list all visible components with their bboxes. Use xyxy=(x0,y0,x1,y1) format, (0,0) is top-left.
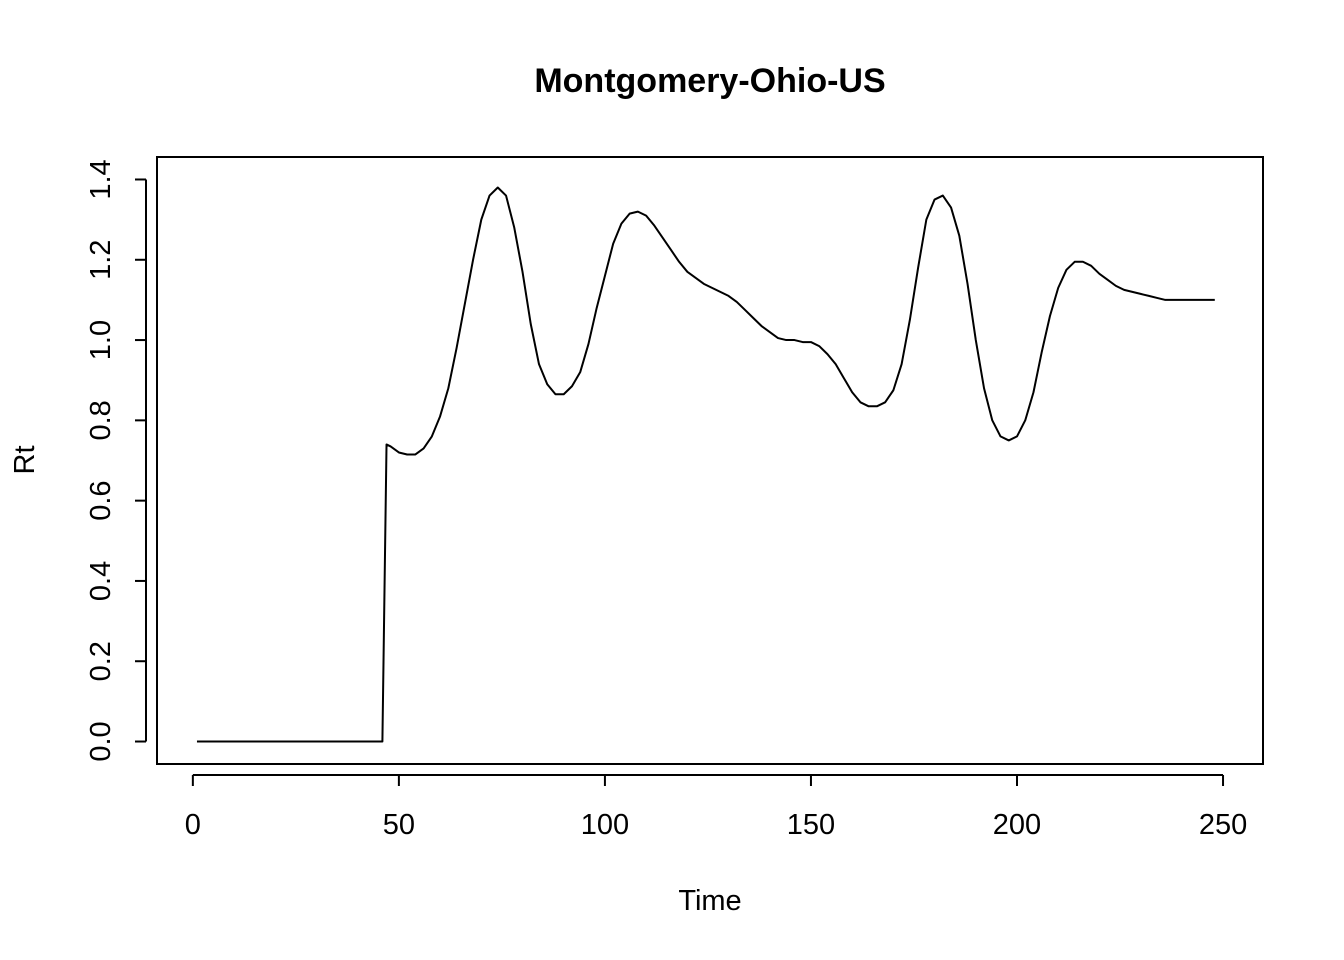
y-tick-label: 1.4 xyxy=(85,159,117,199)
chart-title: Montgomery-Ohio-US xyxy=(534,62,885,100)
x-tick-label: 250 xyxy=(1199,809,1247,841)
x-tick-label: 100 xyxy=(581,809,629,841)
plot-frame xyxy=(156,156,1264,765)
rt-series-line xyxy=(196,186,1215,743)
y-tick-label: 1.2 xyxy=(85,240,117,280)
series-layer xyxy=(196,186,1215,743)
x-tick-label: 200 xyxy=(993,809,1041,841)
x-axis-label: Time xyxy=(678,885,741,917)
y-tick-label: 0.4 xyxy=(85,561,117,601)
x-tick-label: 50 xyxy=(383,809,415,841)
y-tick-label: 0.8 xyxy=(85,400,117,440)
x-tick-label: 0 xyxy=(185,809,201,841)
y-tick-label: 1.0 xyxy=(85,320,117,360)
x-tick-label: 150 xyxy=(787,809,835,841)
y-axis-label: Rt xyxy=(9,446,41,475)
y-axis: 0.0 0.2 0.4 0.6 0.8 1.0 1.2 1.4 xyxy=(85,159,147,762)
x-axis: 0 50 100 150 200 250 xyxy=(185,774,1247,841)
y-tick-label: 0.0 xyxy=(85,721,117,761)
y-tick-label: 0.6 xyxy=(85,480,117,520)
y-tick-label: 0.2 xyxy=(85,641,117,681)
